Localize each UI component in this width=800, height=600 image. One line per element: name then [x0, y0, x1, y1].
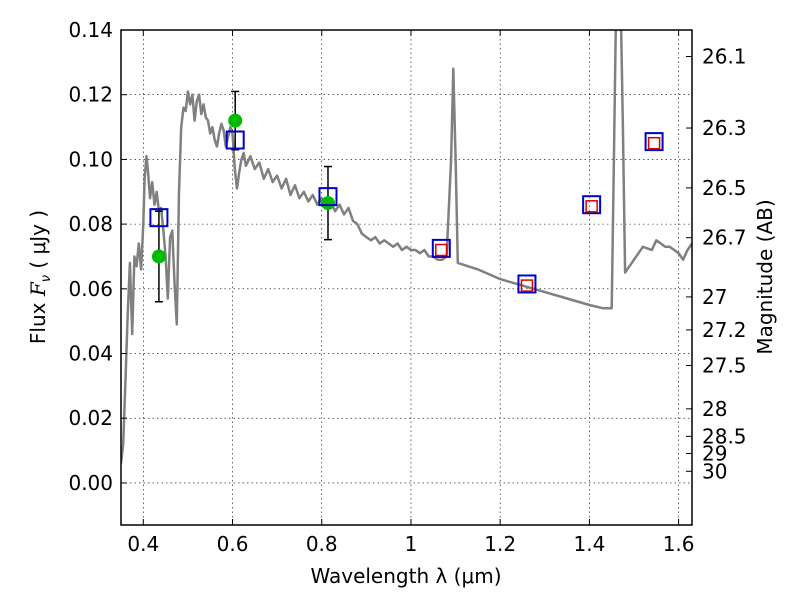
model-square-red	[647, 136, 661, 150]
model-square-blue	[149, 208, 169, 228]
model-square-blue	[517, 274, 537, 294]
plot-area	[121, 30, 692, 464]
y2-tick-label: 28.5	[702, 424, 747, 448]
y-tick-label: 0.14	[68, 18, 113, 42]
x-axis-title: Wavelength λ (μm)	[310, 564, 501, 588]
y2-tick-label: 30	[702, 459, 727, 483]
x-tick-label: 0.6	[217, 532, 249, 556]
y2-tick-label: 29	[702, 442, 727, 466]
y2-axis-title: Magnitude (AB)	[753, 199, 777, 354]
y-tick-label: 0.12	[68, 83, 113, 107]
model-square-blue	[225, 130, 245, 150]
y-tick-label: 0.00	[68, 471, 113, 495]
x-tick-label: 0.4	[127, 532, 159, 556]
model-square-blue	[644, 132, 664, 152]
y2-tick-label: 26.1	[702, 45, 747, 69]
y2-tick-label: 26.7	[702, 226, 747, 250]
model-square-red	[585, 200, 598, 213]
y2-tick-label: 26.3	[702, 116, 747, 140]
y-tick-label: 0.02	[68, 406, 113, 430]
observed-point	[320, 196, 335, 211]
model-square-blue	[431, 238, 451, 258]
x-tick-label: 1.2	[484, 532, 516, 556]
x-tick-label: 0.8	[306, 532, 338, 556]
model-square-red	[435, 243, 448, 257]
x-tick-label: 1.4	[573, 532, 605, 556]
spectrum-line	[121, 30, 692, 464]
y-tick-label: 0.04	[68, 342, 113, 366]
observed-point	[228, 113, 243, 128]
y-tick-label: 0.08	[68, 212, 113, 236]
observed-point	[151, 249, 166, 264]
x-tick-label: 1.6	[663, 532, 695, 556]
ticks: 0.4 0.6 0.8 1 1.2 1.4 1.6 0.00 0.02 0.04 0.06 0.08 0…	[68, 18, 746, 556]
model-square-red	[520, 279, 534, 292]
model-square-blue	[582, 195, 602, 215]
y2-tick-label: 27	[702, 285, 727, 309]
y2-tick-label: 28	[702, 397, 727, 421]
y-axis-title: Flux Fν ( μJy )	[26, 210, 54, 344]
y-tick-label: 0.06	[68, 277, 113, 301]
y2-tick-label: 26.5	[702, 176, 747, 200]
model-square-blue	[318, 187, 338, 207]
y2-tick-label: 27.5	[702, 354, 747, 378]
x-tick-label: 1	[405, 532, 418, 556]
y2-tick-label: 27.2	[702, 318, 747, 342]
grid	[121, 29, 692, 525]
plot-frame	[120, 29, 693, 526]
y-tick-label: 0.10	[68, 147, 113, 171]
